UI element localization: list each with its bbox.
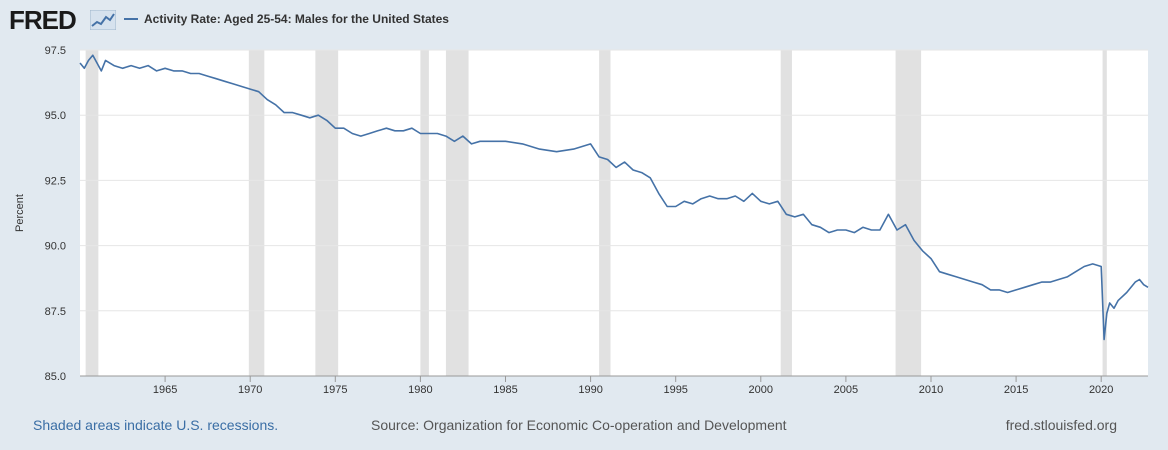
x-tick-label: 2000 (749, 384, 773, 396)
recession-band (85, 50, 99, 376)
x-tick-label: 1980 (408, 384, 432, 396)
recession-band (1102, 50, 1107, 376)
y-tick-label: 90.0 (45, 241, 66, 253)
chart-legend: Activity Rate: Aged 25-54: Males for the… (124, 10, 449, 28)
x-tick-label: 1970 (238, 384, 262, 396)
recession-band (599, 50, 611, 376)
x-tick-label: 1975 (323, 384, 347, 396)
x-tick-label: 1995 (663, 384, 687, 396)
recession-band (895, 50, 922, 376)
legend-label: Activity Rate: Aged 25-54: Males for the… (144, 12, 449, 26)
x-tick-label: 1990 (578, 384, 602, 396)
recession-band (420, 50, 429, 376)
y-tick-label: 95.0 (45, 110, 66, 122)
x-tick-label: 1965 (153, 384, 177, 396)
fred-logo[interactable]: FRED (9, 5, 77, 35)
legend-swatch (124, 18, 138, 20)
source-note: Source: Organization for Economic Co-ope… (371, 417, 787, 433)
plot-area (80, 50, 1148, 376)
line-chart: 85.0 87.5 90.0 92.5 95.0 97.5 1965 1970 1975 1980… (14, 45, 1149, 396)
y-tick-label: 92.5 (45, 175, 66, 187)
y-tick-label: 97.5 (45, 45, 66, 57)
y-tick-label: 85.0 (45, 371, 66, 383)
x-tick-label: 2005 (834, 384, 858, 396)
recession-note-link[interactable]: Shaded areas indicate U.S. recessions. (33, 417, 279, 433)
y-tick-label: 87.5 (45, 306, 66, 318)
x-tick-label: 2015 (1004, 384, 1028, 396)
x-tick-label: 1985 (493, 384, 517, 396)
x-tick-label: 2010 (919, 384, 943, 396)
logo-graph-icon (90, 10, 116, 30)
y-axis-title: Percent (14, 194, 26, 232)
series-line (79, 54, 1149, 341)
recession-band (445, 50, 469, 376)
site-url[interactable]: fred.stlouisfed.org (1005, 417, 1117, 433)
recession-band (248, 50, 265, 376)
recession-band (315, 50, 339, 376)
x-tick-label: 2020 (1089, 384, 1113, 396)
chart-header: FRED Activity Rate: Aged 25-54: Males fo… (0, 0, 1168, 40)
